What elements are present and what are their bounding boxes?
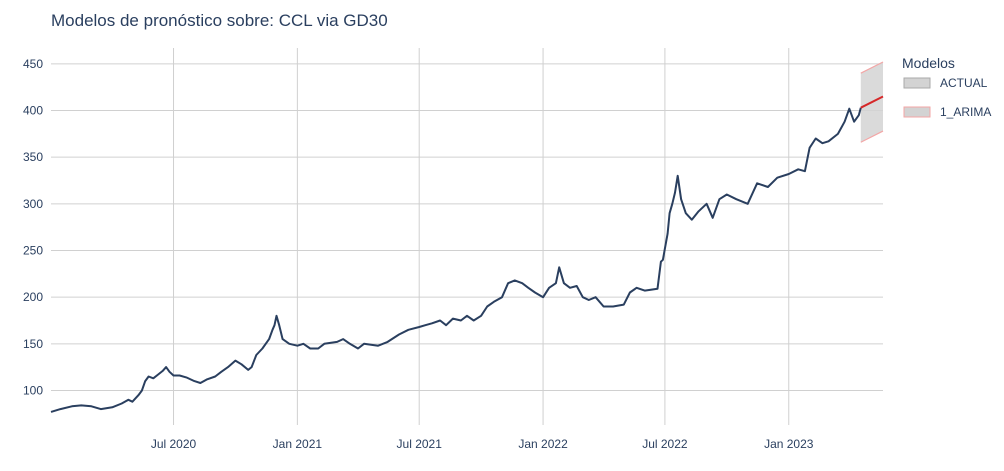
y-tick-label: 300 [23, 197, 43, 211]
legend-label: ACTUAL [940, 76, 988, 90]
x-tick-label: Jul 2022 [642, 437, 688, 451]
series-line-1-arima [860, 95, 884, 109]
y-tick-label: 100 [23, 383, 43, 397]
legend-swatch [903, 77, 931, 89]
legend-label: 1_ARIMA [940, 105, 991, 119]
y-tick-label: 450 [23, 57, 43, 71]
y-axis: 100 150 200 250 300 350 400 450 [23, 57, 43, 398]
grid [51, 48, 883, 425]
legend: Modelos ACTUAL 1_ARIMA [902, 55, 991, 119]
x-axis: Jul 2020 Jan 2021 Jul 2021 Jan 2022 Jul 2022… [151, 437, 814, 451]
confidence-band-lower [860, 130, 884, 143]
x-tick-label: Jan 2023 [764, 437, 814, 451]
x-tick-label: Jan 2021 [273, 437, 323, 451]
legend-item-actual[interactable]: ACTUAL [903, 76, 988, 90]
legend-swatch [903, 106, 931, 118]
y-tick-label: 400 [23, 104, 43, 118]
x-tick-label: Jul 2021 [397, 437, 443, 451]
y-tick-label: 150 [23, 337, 43, 351]
x-tick-label: Jul 2020 [151, 437, 197, 451]
legend-item-1-arima[interactable]: 1_ARIMA [903, 105, 991, 119]
y-tick-label: 250 [23, 243, 43, 257]
y-tick-label: 350 [23, 150, 43, 164]
confidence-band-upper [860, 61, 884, 74]
legend-title: Modelos [902, 55, 955, 71]
y-tick-label: 200 [23, 290, 43, 304]
chart-title: Modelos de pronóstico sobre: CCL via GD3… [51, 11, 388, 30]
series-lines [50, 95, 884, 413]
series-line-actual [50, 107, 862, 413]
x-tick-label: Jan 2022 [518, 437, 568, 451]
